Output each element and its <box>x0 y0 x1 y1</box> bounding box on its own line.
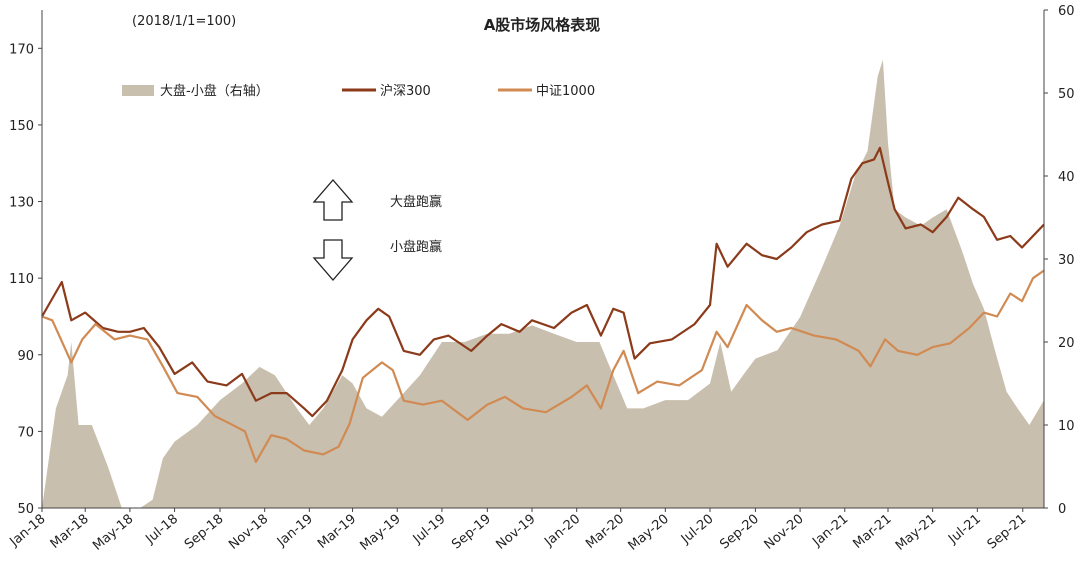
x-tick-label: Sep-18 <box>182 512 227 553</box>
y-left-tick-label: 130 <box>9 196 34 211</box>
annotation-small-cap-wins: 小盘跑赢 <box>390 239 442 255</box>
y-ticks-right: 0 10 20 30 40 50 60 <box>1044 4 1075 517</box>
x-tick-label: Mar-21 <box>850 512 894 552</box>
x-tick-label: Sep-19 <box>449 512 494 553</box>
y-right-tick-label: 20 <box>1058 336 1075 351</box>
x-tick-label: Jul-19 <box>410 512 449 548</box>
y-right-tick-label: 0 <box>1058 502 1066 517</box>
y-right-tick-label: 60 <box>1058 4 1075 19</box>
up-arrow-icon <box>312 179 354 221</box>
legend: 大盘-小盘（右轴） 沪深300 中证1000 <box>122 83 595 99</box>
line-series-layer <box>41 146 1045 464</box>
x-tick-label: Mar-20 <box>583 512 627 552</box>
annotations: 大盘跑赢 小盘跑赢 <box>312 179 442 281</box>
y-left-tick-label: 70 <box>17 425 34 440</box>
x-tick-label: May-18 <box>90 512 136 554</box>
x-tick-label: May-21 <box>893 512 939 554</box>
x-tick-label: Jan-20 <box>541 512 583 551</box>
x-tick-label: Jan-21 <box>809 512 851 551</box>
legend-label-csi1000: 中证1000 <box>536 84 595 99</box>
legend-swatch-area <box>122 85 154 96</box>
y-left-tick-label: 150 <box>9 119 34 134</box>
down-arrow-icon <box>312 239 354 281</box>
line-series-csi1000 <box>41 269 1045 464</box>
legend-item-csi1000: 中证1000 <box>498 84 595 99</box>
x-tick-label: Jan-18 <box>7 512 49 551</box>
y-left-tick-label: 50 <box>17 502 34 517</box>
x-tick-label: Jul-21 <box>945 512 984 548</box>
legend-label-hs300: 沪深300 <box>380 83 431 99</box>
area-series-large-minus-small <box>42 59 1044 509</box>
chart-subtitle: (2018/1/1=100) <box>132 14 236 29</box>
x-tick-label: Mar-18 <box>48 512 92 552</box>
x-tick-label: Nov-20 <box>762 512 807 553</box>
x-tick-label: May-20 <box>626 512 672 554</box>
y-left-tick-label: 170 <box>9 42 34 57</box>
y-right-tick-label: 30 <box>1058 253 1075 268</box>
line-series-hs300 <box>41 146 1045 418</box>
y-right-tick-label: 40 <box>1058 170 1075 185</box>
chart-title: A股市场风格表现 <box>484 16 601 34</box>
annotation-large-cap-wins: 大盘跑赢 <box>390 194 442 210</box>
area-series-layer <box>42 59 1044 509</box>
y-right-tick-label: 50 <box>1058 87 1075 102</box>
y-left-tick-label: 90 <box>17 349 34 364</box>
legend-label-area: 大盘-小盘（右轴） <box>160 83 269 99</box>
x-tick-label: Sep-21 <box>985 512 1030 553</box>
x-tick-label: Jan-19 <box>274 512 316 551</box>
legend-item-hs300: 沪深300 <box>342 83 431 99</box>
y-right-tick-label: 10 <box>1058 419 1075 434</box>
x-tick-label: Sep-20 <box>717 512 762 553</box>
x-tick-label: Nov-19 <box>494 512 539 553</box>
y-ticks-left: 50 70 90 110 130 150 170 <box>9 42 42 517</box>
x-tick-label: Jul-18 <box>142 512 181 548</box>
x-tick-label: May-19 <box>357 512 403 554</box>
x-tick-label: Mar-19 <box>315 512 359 552</box>
x-tick-label: Nov-18 <box>226 512 271 553</box>
x-tick-label: Jul-20 <box>678 512 717 548</box>
legend-item-area: 大盘-小盘（右轴） <box>122 83 269 99</box>
y-left-tick-label: 110 <box>9 272 34 287</box>
